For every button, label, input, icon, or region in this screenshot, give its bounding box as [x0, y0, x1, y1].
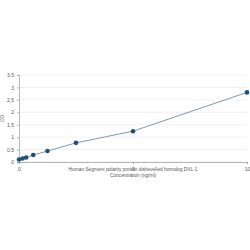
- point: [24, 155, 29, 160]
- chart: 051000.511.522.533.5Human Segment polari…: [0, 0, 250, 250]
- point: [45, 149, 50, 154]
- tick-mark: [17, 137, 19, 138]
- tick-mark: [133, 162, 134, 164]
- grid-line: [19, 124, 247, 125]
- grid-line: [19, 112, 247, 113]
- tick-label: 0.5: [7, 147, 14, 153]
- tick-mark: [17, 162, 19, 163]
- tick-mark: [247, 162, 248, 164]
- tick: 2: [11, 109, 19, 115]
- point: [245, 90, 250, 95]
- tick: 1.5: [7, 122, 19, 128]
- curve: [19, 92, 247, 159]
- tick-label: 3.5: [7, 72, 14, 78]
- tick-label: 3: [11, 85, 14, 91]
- tick: 3: [11, 85, 19, 91]
- tick: 3.5: [7, 72, 19, 78]
- axis-line: [17, 76, 20, 163]
- y-axis: 0 0.5 1 1.5 2 2.5 3 3.5: [7, 72, 19, 165]
- axis-line: [20, 163, 248, 165]
- y-axis-title: OD: [0, 114, 5, 122]
- x-axis: 0510: [18, 162, 250, 172]
- grid-line: [19, 87, 247, 88]
- tick: 1: [11, 134, 19, 140]
- grid-line: [19, 137, 247, 138]
- tick-label: 2.5: [7, 97, 14, 103]
- grid-line: [19, 99, 247, 100]
- grid-line: [19, 75, 247, 76]
- tick-mark: [17, 112, 19, 113]
- point: [74, 141, 79, 146]
- tick-label: 1: [11, 134, 14, 140]
- tick: 0: [18, 162, 21, 172]
- tick-mark: [17, 125, 19, 126]
- data: [17, 90, 250, 162]
- tick-mark: [17, 150, 19, 151]
- tick-label: 2: [11, 109, 14, 115]
- tick-label: 10: [245, 166, 250, 172]
- point: [31, 153, 36, 158]
- tick: 0.5: [7, 147, 19, 153]
- tick-label: 0: [18, 166, 21, 172]
- tick: 2.5: [7, 97, 19, 103]
- plot: 051000.511.522.533.5: [7, 72, 250, 171]
- x-axis-title: Concentration (ng/ml): [110, 173, 157, 178]
- tick-label: 1.5: [7, 122, 14, 128]
- x-axis-title: Human Segment polarity protein dishevell…: [69, 167, 198, 172]
- grid: [19, 75, 247, 162]
- tick-mark: [17, 75, 19, 76]
- tick-mark: [17, 100, 19, 101]
- tick: 10: [245, 162, 250, 172]
- tick-mark: [17, 87, 19, 88]
- tick-label: 0: [11, 159, 14, 165]
- point: [131, 129, 136, 134]
